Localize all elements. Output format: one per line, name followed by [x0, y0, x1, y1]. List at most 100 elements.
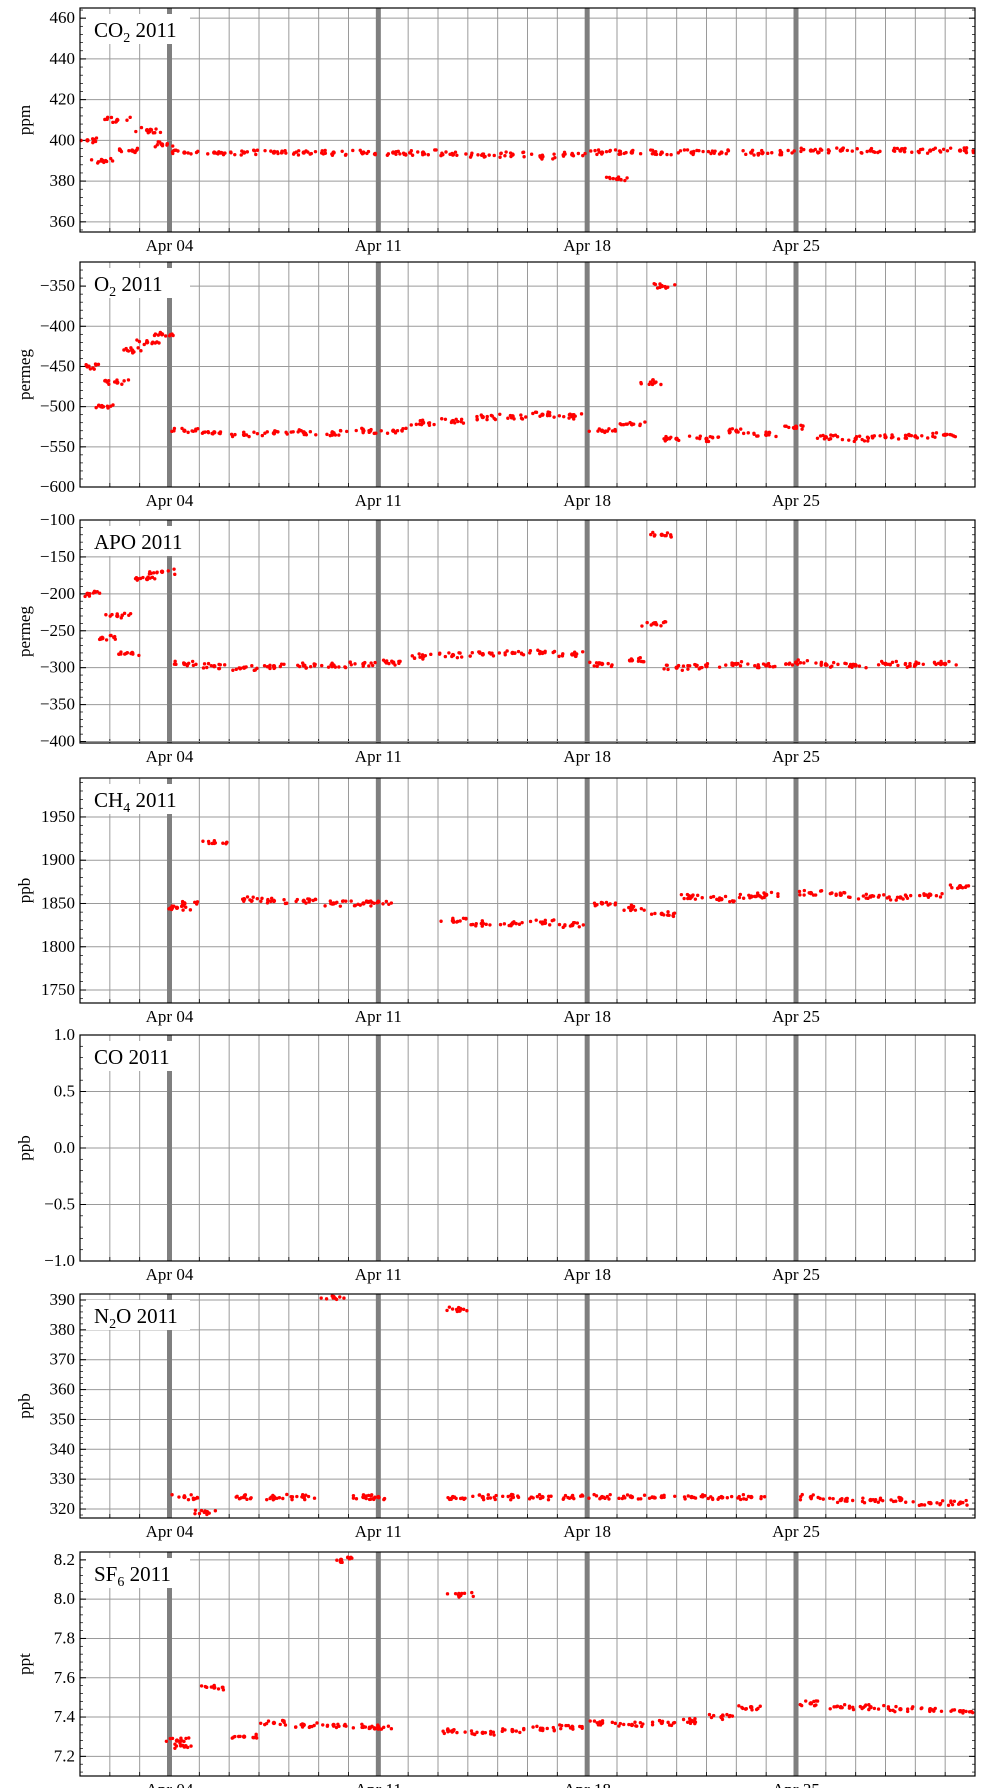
data-point-dense — [840, 1705, 844, 1710]
data-point-dense — [725, 1712, 729, 1717]
data-point-dense — [376, 1723, 380, 1727]
data-point-dense — [207, 1511, 211, 1515]
data-point-dense — [552, 415, 556, 419]
data-point-dense — [911, 1500, 915, 1504]
data-point-dense — [871, 894, 876, 898]
data-point-dense — [127, 613, 131, 618]
data-point-dense — [710, 1497, 715, 1502]
chart-panel-1: 360 380 400 420 440 460 Apr 04 Apr 11 Apr 18 Apr … — [15, 7, 976, 255]
data-point-dense — [511, 1495, 516, 1500]
data-point-dense — [120, 613, 124, 617]
data-point-dense — [769, 890, 774, 895]
data-point-dense — [934, 431, 939, 435]
data-point-dense — [724, 152, 728, 156]
x-tick-label: Apr 04 — [146, 1007, 194, 1026]
data-point-dense — [445, 1592, 450, 1596]
data-point-dense — [864, 892, 869, 896]
data-point-dense — [737, 1494, 741, 1499]
data-point-dense — [774, 434, 778, 439]
data-point-dense — [888, 898, 893, 902]
data-point-dense — [263, 148, 267, 153]
data-point-dense — [254, 152, 258, 157]
data-point-dense — [330, 152, 334, 156]
data-point-dense — [356, 902, 360, 907]
data-point-dense — [961, 1711, 965, 1715]
data-point-dense — [417, 422, 422, 426]
data-point-dense — [279, 662, 284, 666]
title-background — [86, 1558, 190, 1588]
x-tick-label: Apr 18 — [563, 1265, 611, 1284]
data-point-dense — [168, 333, 173, 337]
data-point-dense — [904, 436, 909, 440]
data-point-dense — [543, 921, 548, 925]
data-point-dense — [628, 420, 632, 425]
data-point-dense — [195, 900, 200, 904]
data-point-dense — [93, 362, 98, 366]
data-point-dense — [364, 899, 369, 903]
data-point-dense — [363, 660, 367, 665]
data-point-dense — [203, 1684, 208, 1689]
data-point-dense — [112, 634, 117, 639]
data-point-dense — [607, 1497, 611, 1501]
data-point-dense — [148, 570, 152, 574]
data-point-dense — [617, 1496, 621, 1501]
data-point-dense — [610, 663, 614, 667]
data-point-dense — [468, 654, 472, 658]
data-point-dense — [594, 661, 599, 665]
data-point-dense — [373, 1726, 377, 1730]
data-point-dense — [728, 1713, 732, 1718]
data-point-dense — [194, 662, 198, 667]
data-point-dense — [313, 149, 318, 154]
data-point — [271, 898, 277, 904]
data-point-dense — [802, 893, 806, 897]
data-point-dense — [915, 436, 920, 440]
data-point-dense — [847, 438, 851, 442]
data-point-dense — [370, 663, 375, 668]
data-point-dense — [146, 131, 150, 135]
data-point-dense — [662, 667, 666, 671]
data-point-dense — [580, 1724, 584, 1729]
data-point-dense — [229, 150, 233, 154]
data-point-dense — [325, 1723, 330, 1728]
data-point-dense — [470, 1590, 474, 1595]
y-tick-label: −300 — [40, 658, 75, 677]
data-point-dense — [624, 150, 628, 155]
x-tick-label: Apr 11 — [355, 747, 402, 766]
y-tick-label: −400 — [40, 732, 75, 751]
data-point-dense — [583, 151, 587, 156]
data-point-dense — [398, 659, 402, 664]
data-point-dense — [917, 150, 921, 155]
data-point-dense — [865, 149, 869, 154]
data-point-dense — [724, 663, 728, 667]
data-point-dense — [457, 1591, 461, 1596]
data-point-dense — [454, 1496, 458, 1501]
data-point-dense — [335, 900, 339, 904]
data-point-dense — [572, 417, 576, 421]
data-point-dense — [88, 367, 93, 371]
data-point-dense — [885, 896, 889, 900]
data-point-dense — [278, 1722, 282, 1727]
data-point-dense — [817, 150, 821, 155]
data-point-dense — [773, 664, 777, 669]
data-point — [182, 150, 187, 155]
data-point-dense — [928, 1709, 932, 1714]
data-point-dense — [499, 151, 503, 155]
data-point-dense — [787, 425, 791, 430]
data-point-dense — [510, 1729, 515, 1734]
data-point-dense — [103, 378, 108, 383]
data-point-dense — [369, 661, 373, 665]
y-tick-label: −250 — [40, 621, 75, 640]
data-point-dense — [650, 152, 655, 156]
y-axis-label: ppb — [15, 878, 34, 904]
data-point-dense — [856, 897, 861, 901]
data-point-dense — [319, 1296, 323, 1300]
data-point-dense — [671, 1721, 676, 1725]
data-point-dense — [815, 1699, 820, 1703]
data-point-dense — [374, 431, 378, 435]
data-point-dense — [601, 901, 605, 905]
data-point-dense — [891, 1708, 895, 1713]
data-point-dense — [410, 654, 414, 658]
data-point-dense — [948, 146, 953, 150]
data-point-dense — [504, 150, 508, 154]
data-point-dense — [152, 571, 156, 575]
